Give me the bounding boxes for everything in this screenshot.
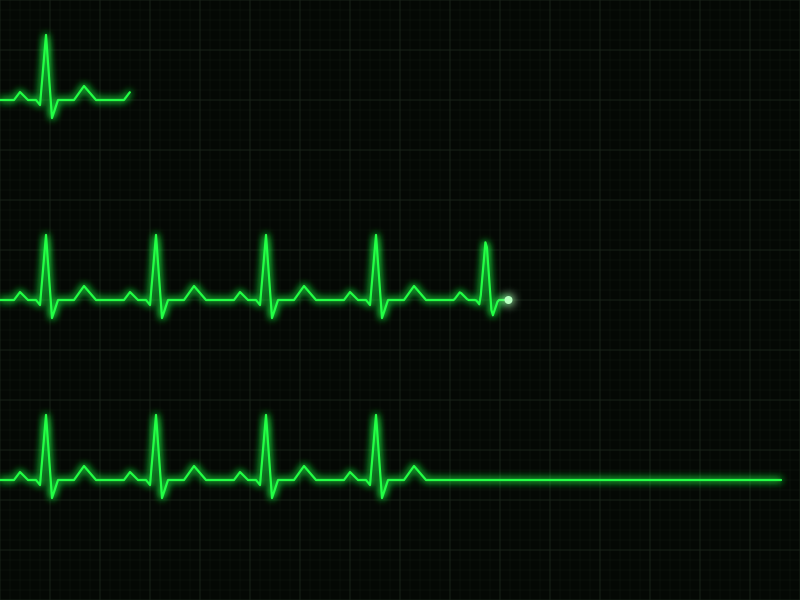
ecg-cursor-icon xyxy=(505,296,513,304)
ecg-canvas xyxy=(0,0,800,600)
ecg-monitor xyxy=(0,0,800,600)
